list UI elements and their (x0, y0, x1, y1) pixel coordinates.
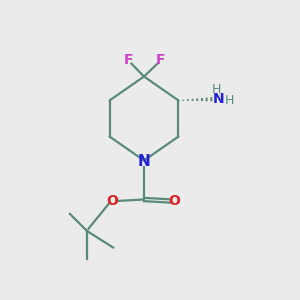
Text: H: H (212, 83, 222, 96)
Text: H: H (225, 94, 235, 107)
Text: O: O (169, 194, 181, 208)
Text: F: F (156, 53, 165, 67)
Text: N: N (138, 154, 150, 169)
Text: N: N (213, 92, 224, 106)
Text: O: O (106, 194, 118, 208)
Text: F: F (124, 53, 133, 67)
